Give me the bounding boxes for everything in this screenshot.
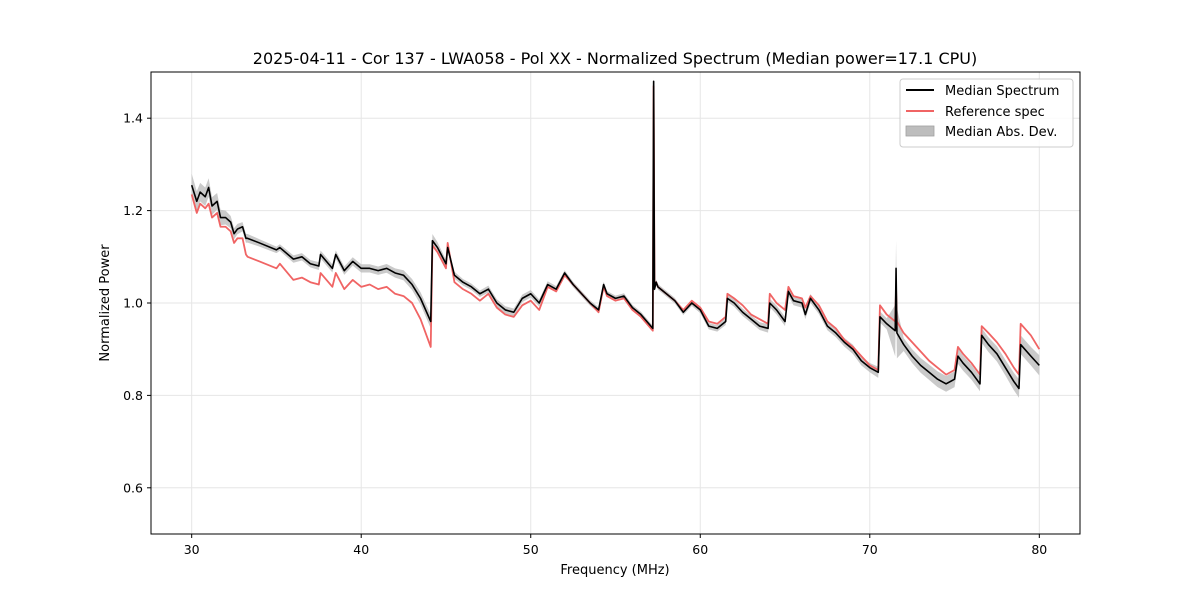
- legend-swatch-mad-patch: [905, 125, 935, 137]
- x-tick-label: 40: [353, 542, 369, 557]
- y-tick-label: 1.0: [123, 296, 143, 311]
- y-tick-label: 0.8: [123, 388, 143, 403]
- x-tick-label: 50: [523, 542, 539, 557]
- legend-label-median: Median Spectrum: [945, 84, 1059, 99]
- median-spectrum-line: [190, 80, 1040, 390]
- legend: Median Spectrum Reference spec Median Ab…: [899, 78, 1074, 148]
- x-tick-label: 70: [862, 542, 878, 557]
- x-axis-label: Frequency (MHz): [560, 563, 669, 578]
- median-line-layer: [190, 80, 1040, 390]
- legend-label-reference: Reference spec: [945, 105, 1045, 120]
- x-tick-label: 60: [692, 542, 708, 557]
- y-axis-ticks: 0.6 0.8 1.0 1.2 1.4: [123, 111, 151, 495]
- x-tick-label: 80: [1031, 542, 1047, 557]
- y-tick-label: 1.2: [123, 203, 143, 218]
- legend-label-mad: Median Abs. Dev.: [945, 125, 1057, 140]
- y-tick-label: 0.6: [123, 480, 143, 495]
- legend-box: [899, 78, 1074, 148]
- x-axis-ticks: 30 40 50 60 70 80: [184, 534, 1047, 557]
- y-tick-label: 1.4: [123, 111, 143, 126]
- chart-title: 2025-04-11 - Cor 137 - LWA058 - Pol XX -…: [253, 49, 977, 68]
- x-tick-label: 30: [184, 542, 200, 557]
- y-axis-label: Normalized Power: [98, 244, 113, 362]
